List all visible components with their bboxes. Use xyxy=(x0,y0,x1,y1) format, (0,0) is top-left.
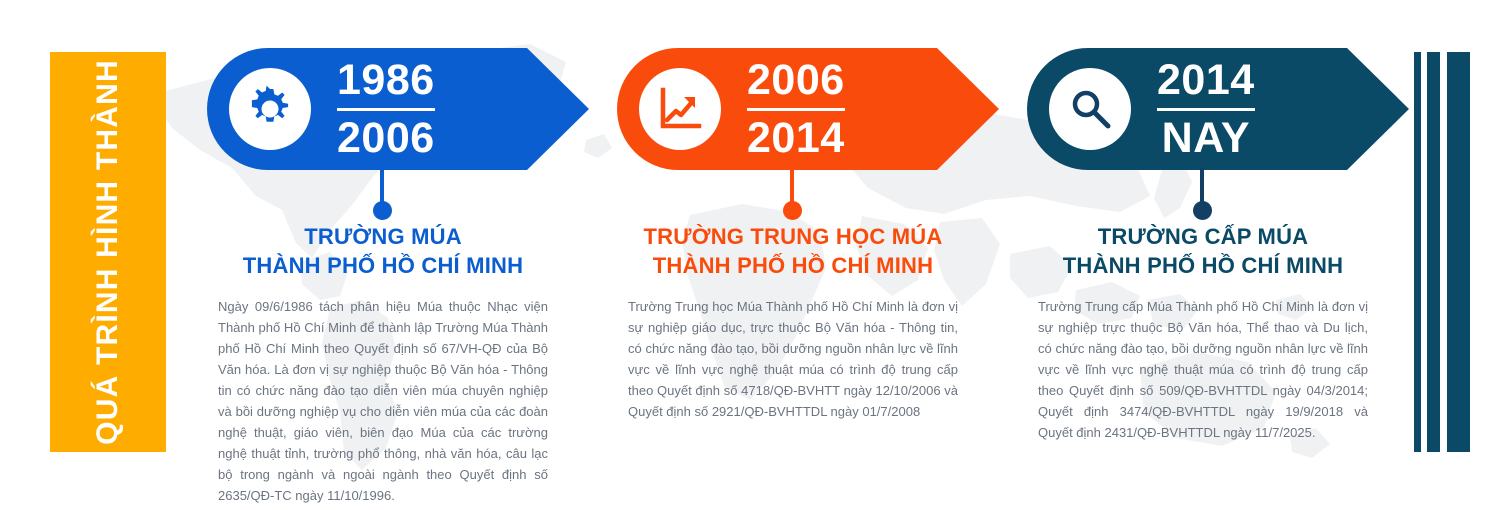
arrow-year-divider xyxy=(1157,107,1255,111)
column-title-line1: TRƯỜNG MÚA xyxy=(304,224,462,249)
milestone-arrow-2006-2014[interactable]: 2006 2014 xyxy=(617,48,999,170)
column-title-line1: TRƯỜNG TRUNG HỌC MÚA xyxy=(643,224,943,249)
side-banner: QUÁ TRÌNH HÌNH THÀNH xyxy=(50,52,166,452)
arrow-years-2014-nay: 2014 NAY xyxy=(1157,55,1255,162)
connector-2014-nay xyxy=(1192,168,1212,220)
connector-dot xyxy=(1192,201,1212,220)
arrow-year-divider xyxy=(747,107,845,111)
milestone-arrow-2014-nay[interactable]: 2014 NAY xyxy=(1027,48,1409,170)
right-decorative-bars xyxy=(1414,52,1494,452)
milestone-column-2014-nay: TRƯỜNG CẤP MÚA THÀNH PHỐ HỒ CHÍ MINH Trư… xyxy=(1038,222,1368,443)
arrow-year-bottom: 2006 xyxy=(337,113,435,162)
arrow-year-top: 1986 xyxy=(337,55,435,104)
column-body-2014-nay: Trường Trung cấp Múa Thành phố Hồ Chí Mi… xyxy=(1038,299,1368,441)
arrow-years-2006-2014: 2006 2014 xyxy=(747,55,845,162)
connector-2006-2014 xyxy=(782,168,802,220)
magnifier-icon xyxy=(1049,68,1131,150)
column-title-line2: THÀNH PHỐ HỒ CHÍ MINH xyxy=(652,253,934,279)
connector-line xyxy=(1200,168,1204,202)
column-body-1986-2006: Ngày 09/6/1986 tách phân hiệu Múa thuộc … xyxy=(218,299,548,504)
connector-line xyxy=(380,168,384,202)
connector-dot xyxy=(372,201,392,220)
connector-dot xyxy=(782,201,802,220)
column-title-2014-nay: TRƯỜNG CẤP MÚA THÀNH PHỐ HỒ CHÍ MINH xyxy=(1038,222,1368,280)
right-bar-2 xyxy=(1427,52,1440,452)
connector-line xyxy=(790,168,794,202)
arrow-year-top: 2014 xyxy=(1157,55,1255,104)
milestone-arrow-1986-2006[interactable]: 1986 2006 xyxy=(207,48,589,170)
growth-chart-icon xyxy=(639,68,721,150)
column-title-2006-2014: TRƯỜNG TRUNG HỌC MÚA THÀNH PHỐ HỒ CHÍ MI… xyxy=(628,222,958,280)
gear-icon xyxy=(229,68,311,150)
arrow-year-bottom: 2014 xyxy=(747,113,845,162)
right-bar-1 xyxy=(1414,52,1421,452)
column-body-2006-2014: Trường Trung học Múa Thành phố Hồ Chí Mi… xyxy=(628,299,958,420)
side-banner-label: QUÁ TRÌNH HÌNH THÀNH xyxy=(91,59,124,445)
milestone-column-2006-2014: TRƯỜNG TRUNG HỌC MÚA THÀNH PHỐ HỒ CHÍ MI… xyxy=(628,222,958,422)
arrow-year-top: 2006 xyxy=(747,55,845,104)
arrow-year-divider xyxy=(337,107,435,111)
arrow-year-bottom: NAY xyxy=(1161,113,1250,162)
column-title-line1: TRƯỜNG CẤP MÚA xyxy=(1097,224,1309,249)
column-title-line2: THÀNH PHỐ HỒ CHÍ MINH xyxy=(1062,253,1344,279)
column-title-line2: THÀNH PHỐ HỒ CHÍ MINH xyxy=(242,253,524,279)
right-bar-3 xyxy=(1447,52,1470,452)
column-title-1986-2006: TRƯỜNG MÚA THÀNH PHỐ HỒ CHÍ MINH xyxy=(218,222,548,280)
connector-1986-2006 xyxy=(372,168,392,220)
milestone-column-1986-2006: TRƯỜNG MÚA THÀNH PHỐ HỒ CHÍ MINH Ngày 09… xyxy=(218,222,548,507)
arrow-years-1986-2006: 1986 2006 xyxy=(337,55,435,162)
